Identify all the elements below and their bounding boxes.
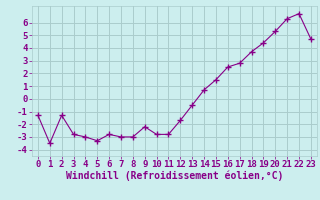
X-axis label: Windchill (Refroidissement éolien,°C): Windchill (Refroidissement éolien,°C) xyxy=(66,171,283,181)
